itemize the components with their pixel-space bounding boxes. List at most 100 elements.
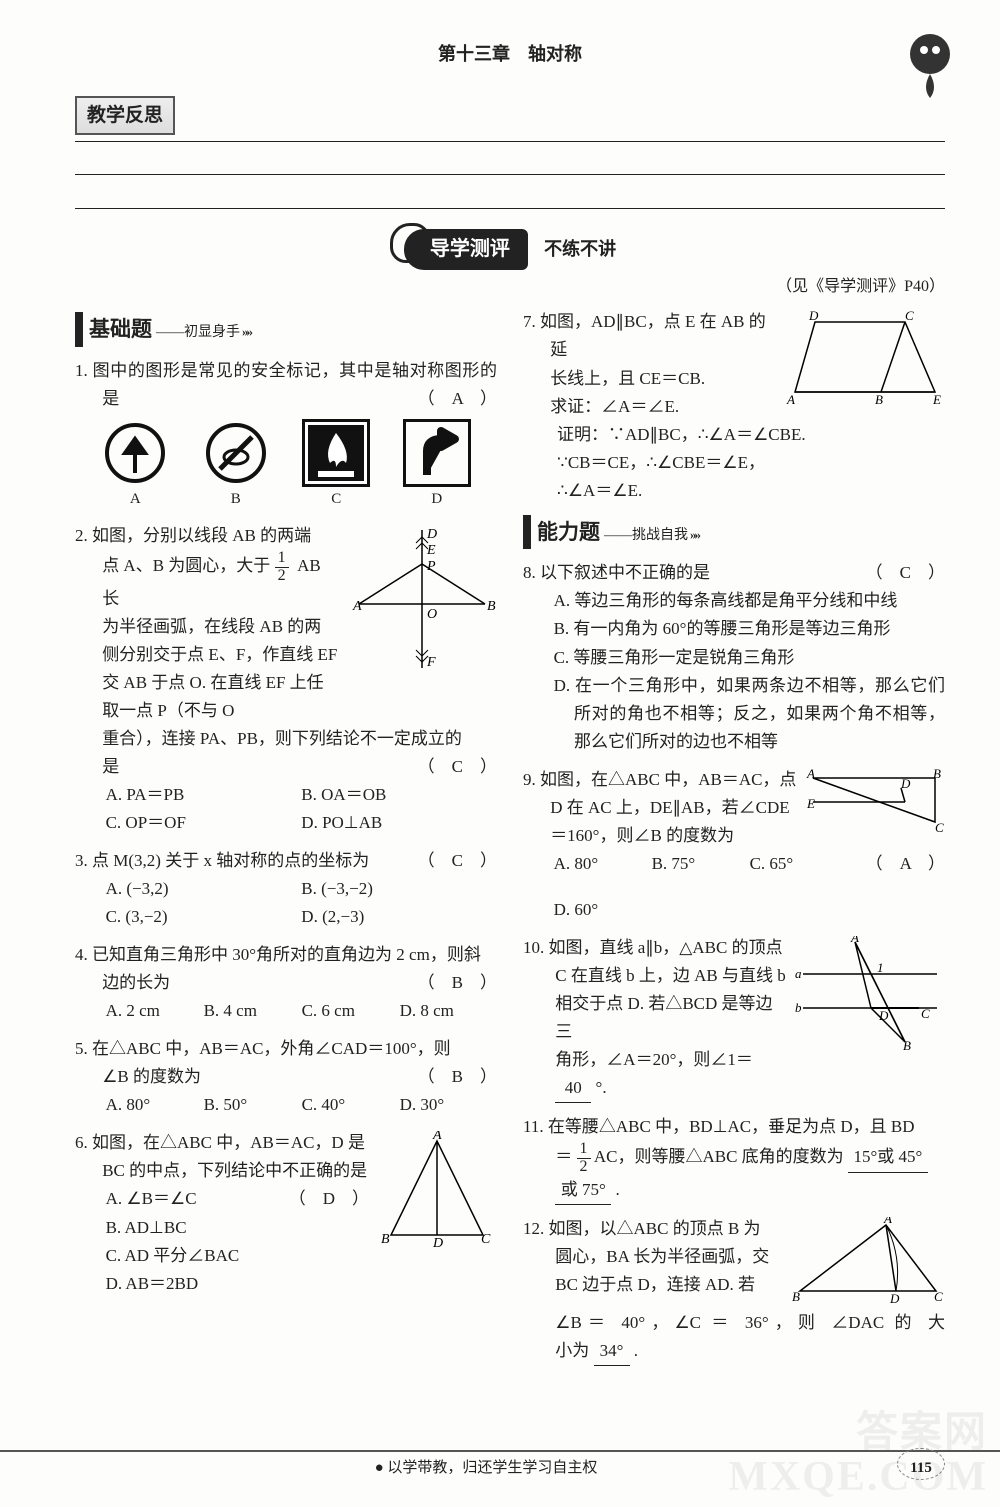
svg-text:A: A bbox=[883, 1217, 892, 1226]
q2-figure: A B D E P O F bbox=[347, 524, 497, 674]
svg-text:B: B bbox=[903, 1038, 911, 1051]
question-11: 11. 在等腰△ABC 中，BD⊥AC，垂足为点 D，且 BD ＝ 12 AC，… bbox=[523, 1113, 945, 1205]
q2-l6: 重合），连接 PA、PB，则下列结论不一定成立的 bbox=[75, 725, 497, 753]
question-6: A B C D 6. 如图，在△ABC 中，AB＝AC，D 是 BC 的中点，下… bbox=[75, 1129, 497, 1297]
question-9: A B C D E 9. 如图，在△ABC 中，AB＝AC，点 D 在 AC 上… bbox=[523, 766, 945, 924]
q11-l3b: . bbox=[616, 1180, 620, 1199]
question-5: 5. 在△ABC 中，AB＝AC，外角∠CAD＝100°，则 ∠B 的度数为 （… bbox=[75, 1035, 497, 1119]
q3-opt-a: A. (−3,2) bbox=[106, 875, 302, 903]
q8-opt-d: D. 在一个三角形中，如果两条边不相等，那么它们所对的角也不相等；反之，如果两个… bbox=[543, 672, 945, 756]
q9-figure: A B C D E bbox=[805, 768, 945, 838]
section-basic: 基础题——初显身手»» bbox=[75, 312, 497, 347]
svg-text:D: D bbox=[900, 776, 911, 791]
q9-answer: （ A ） bbox=[866, 850, 945, 878]
q8-answer: （ C ） bbox=[893, 559, 945, 587]
svg-text:E: E bbox=[806, 796, 815, 811]
q10-l4a: 角形，∠A＝20°，则∠1＝ bbox=[555, 1050, 753, 1069]
q2-opt-a: A. PA＝PB bbox=[106, 781, 302, 809]
q3-opt-b: B. (−3,−2) bbox=[301, 875, 497, 903]
section-sub: ——初显身手 bbox=[156, 325, 240, 340]
q8-opt-c: C. 等腰三角形一定是锐角三角形 bbox=[543, 644, 945, 672]
svg-text:A: A bbox=[786, 392, 795, 407]
fire-icon bbox=[306, 423, 366, 483]
q3-opt-d: D. (2,−3) bbox=[301, 903, 497, 931]
svg-text:E: E bbox=[932, 392, 941, 407]
q12-l5a: 小为 bbox=[555, 1341, 589, 1360]
q5-answer: （ B ） bbox=[418, 1063, 497, 1091]
turn-right-icon bbox=[407, 423, 467, 483]
q8-stem: 8. 以下叙述中不正确的是 bbox=[523, 563, 710, 582]
q7-proof-1: 证明：∵AD∥BC，∴∠A＝∠CBE. bbox=[523, 421, 945, 449]
q2-opt-c: C. OP＝OF bbox=[106, 809, 302, 837]
section-sub: ——挑战自我 bbox=[604, 528, 688, 543]
question-3: 3. 点 M(3,2) 关于 x 轴对称的点的坐标为 （ C ） A. (−3,… bbox=[75, 847, 497, 931]
arrow-up-icon bbox=[118, 431, 152, 475]
q7-proof-2: ∵CB＝CE，∴∠CBE＝∠E， bbox=[523, 449, 945, 477]
q6-opt-d: D. AB＝2BD bbox=[75, 1270, 497, 1298]
arrows-icon: »» bbox=[242, 324, 251, 339]
q9-opt-d: D. 60° bbox=[554, 896, 634, 924]
q6-answer: （ D ） bbox=[289, 1185, 369, 1213]
q3-opt-c: C. (3,−2) bbox=[106, 903, 302, 931]
corner-ornament bbox=[900, 30, 960, 100]
q5-l2: ∠B 的度数为 bbox=[102, 1067, 201, 1086]
svg-text:b: b bbox=[795, 1000, 802, 1015]
question-7: D C A B E 7. 如图，AD∥BC，点 E 在 AB 的延 长线上，且 … bbox=[523, 308, 945, 504]
question-2: A B D E P O F 2. 如图，分别以线段 AB 的两端 点 A、B 为… bbox=[75, 522, 497, 837]
question-12: A B C D 12. 如图，以△ABC 的顶点 B 为 圆心，BA 长为半径画… bbox=[523, 1215, 945, 1366]
page-reference: （见《导学测评》P40） bbox=[75, 274, 945, 300]
reflection-label: 教学反思 bbox=[75, 96, 175, 135]
q11-l2b: AC，则等腰△ABC 底角的度数为 bbox=[594, 1147, 844, 1166]
question-8: 8. 以下叙述中不正确的是 （ C ） A. 等边三角形的每条高线都是角平分线和… bbox=[523, 559, 945, 755]
question-4: 4. 已知直角三角形中 30°角所对的直角边为 2 cm，则斜边的长为 （ B … bbox=[75, 941, 497, 1025]
svg-text:D: D bbox=[889, 1291, 900, 1306]
q4-opt-c: C. 6 cm bbox=[302, 997, 382, 1025]
q1-label-c: C bbox=[331, 491, 341, 507]
q10-l4b: °. bbox=[596, 1078, 607, 1097]
q11-l2a: ＝ bbox=[555, 1147, 572, 1166]
banner-title: 导学测评 bbox=[404, 229, 528, 270]
q12-l4: ∠B＝ 40°，∠C ＝ 36°，则 ∠DAC 的 大 bbox=[523, 1309, 945, 1337]
svg-text:E: E bbox=[426, 543, 436, 558]
no-smoking-icon bbox=[214, 431, 258, 475]
q5-opt-b: B. 50° bbox=[204, 1091, 284, 1119]
q2-answer: （ C ） bbox=[418, 753, 497, 781]
svg-text:A: A bbox=[352, 599, 362, 614]
q9-opt-a: A. 80° bbox=[554, 850, 634, 878]
q10-figure: A B C D a b 1 bbox=[795, 936, 945, 1051]
left-column: 基础题——初显身手»» 1. 图中的图形是常见的安全标记，其中是轴对称图形的是 … bbox=[75, 308, 497, 1376]
section-ability: 能力题——挑战自我»» bbox=[523, 515, 945, 550]
q5-l1: 5. 在△ABC 中，AB＝AC，外角∠CAD＝100°，则 bbox=[75, 1035, 497, 1063]
q9-opt-c: C. 65° bbox=[750, 850, 830, 878]
q10-blank: 40 bbox=[555, 1074, 591, 1103]
q1-icons: A B C D bbox=[85, 419, 487, 512]
section-title: 能力题 bbox=[537, 520, 600, 544]
svg-text:C: C bbox=[905, 310, 914, 323]
q5-opt-d: D. 30° bbox=[400, 1091, 480, 1119]
q5-opt-c: C. 40° bbox=[302, 1091, 382, 1119]
q11-l1: 11. 在等腰△ABC 中，BD⊥AC，垂足为点 D，且 BD bbox=[523, 1113, 945, 1141]
page-footer: ● 以学带教，归还学生学习自主权 115 bbox=[0, 1450, 1000, 1481]
q7-figure: D C A B E bbox=[785, 310, 945, 410]
q1-label-d: D bbox=[431, 491, 442, 507]
q11-blank2: 或 75° bbox=[555, 1176, 611, 1205]
svg-text:C: C bbox=[934, 1289, 943, 1304]
q3-stem: 3. 点 M(3,2) 关于 x 轴对称的点的坐标为 bbox=[75, 851, 369, 870]
question-1: 1. 图中的图形是常见的安全标记，其中是轴对称图形的是 （ A ） A B C … bbox=[75, 357, 497, 512]
q12-blank: 34° bbox=[594, 1337, 630, 1366]
svg-text:C: C bbox=[935, 820, 944, 835]
section-banner: 导学测评 不练不讲 bbox=[75, 229, 945, 270]
q5-opt-a: A. 80° bbox=[106, 1091, 186, 1119]
svg-text:F: F bbox=[426, 655, 436, 670]
svg-text:A: A bbox=[432, 1131, 442, 1143]
svg-text:C: C bbox=[481, 1232, 491, 1247]
q1-label-a: A bbox=[130, 491, 141, 507]
q4-opt-b: B. 4 cm bbox=[204, 997, 284, 1025]
q9-l3: ＝160°，则∠B 的度数为 bbox=[550, 826, 734, 845]
q8-opt-b: B. 有一内角为 60°的等腰三角形是等边三角形 bbox=[543, 615, 945, 643]
svg-text:B: B bbox=[381, 1232, 390, 1247]
chapter-title: 第十三章 轴对称 bbox=[75, 40, 945, 70]
q4-answer: （ B ） bbox=[445, 969, 497, 997]
writing-line bbox=[75, 175, 945, 209]
q2-l5: 交 AB 于点 O. 在直线 EF 上任取一点 P（不与 O bbox=[75, 669, 497, 725]
